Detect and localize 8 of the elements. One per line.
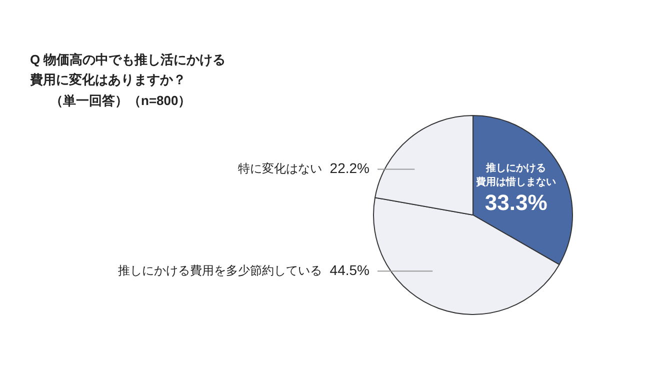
slice-label: 特に変化はない [238,162,322,176]
chart-subtitle: （単一回答）（n=800） [50,92,192,110]
data-label: 22.2% [330,160,370,176]
data-label: 33.3% [484,190,548,216]
chart-title: Q 物価高の中でも推し活にかける費用に変化はありますか？ [30,51,227,89]
data-label: 44.5% [330,262,370,278]
slice-label: 推しにかける費用を多少節約している [118,263,322,278]
slice-label: 推しにかける費用は惜しまない [475,162,556,188]
